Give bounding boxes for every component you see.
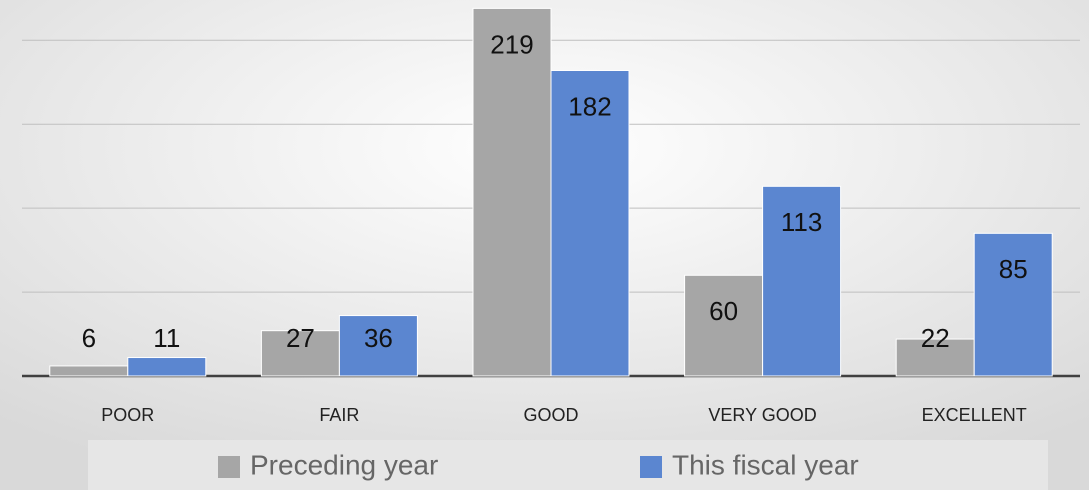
- bar: [973, 232, 1053, 377]
- bar: [550, 70, 630, 377]
- bar: [49, 365, 129, 377]
- x-tick-label: POOR: [101, 405, 154, 425]
- legend-swatch: [640, 456, 662, 478]
- x-tick-label: FAIR: [319, 405, 359, 425]
- data-label: 22: [921, 323, 950, 353]
- x-tick-label: EXCELLENT: [922, 405, 1027, 425]
- bar: [472, 7, 552, 377]
- data-label: 85: [999, 254, 1028, 284]
- bar: [338, 315, 418, 377]
- data-label: 60: [709, 296, 738, 326]
- data-label: 219: [490, 29, 533, 59]
- bar: [762, 185, 842, 377]
- data-label: 182: [568, 91, 611, 121]
- legend-box: [88, 440, 1048, 490]
- bar: [684, 274, 764, 377]
- bar: [260, 330, 340, 377]
- legend-label: This fiscal year: [672, 449, 859, 480]
- data-label: 27: [286, 323, 315, 353]
- data-label: 113: [781, 207, 822, 237]
- x-tick-label: GOOD: [523, 405, 578, 425]
- data-label: 11: [153, 323, 180, 353]
- legend-swatch: [218, 456, 240, 478]
- bar: [127, 357, 207, 377]
- bar: [895, 338, 975, 377]
- data-label: 36: [364, 323, 393, 353]
- x-tick-label: VERY GOOD: [708, 405, 816, 425]
- data-label: 6: [82, 323, 96, 353]
- legend-label: Preceding year: [250, 449, 438, 480]
